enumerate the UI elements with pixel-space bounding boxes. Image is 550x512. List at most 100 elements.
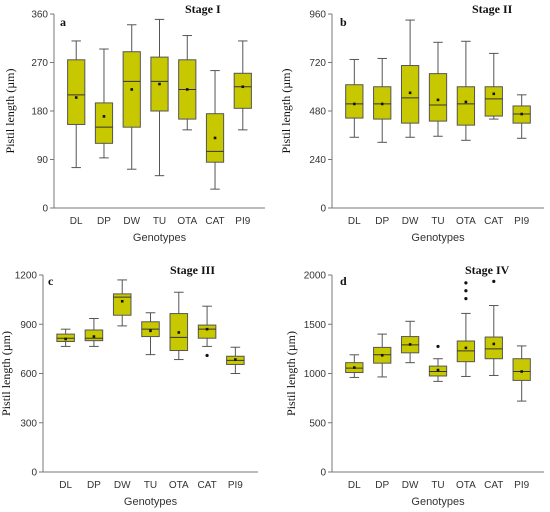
mean-marker [380,353,384,357]
panel-letter: d [340,274,347,288]
x-axis-label: Genotypes [411,496,465,508]
box-cat [205,70,225,190]
y-tick-label: 960 [309,10,326,21]
mean-marker [520,112,523,116]
mean-marker [177,331,181,334]
y-tick-label: 240 [309,155,326,166]
box-dl [56,328,75,347]
x-tick-label: DP [97,216,111,227]
outlier-point [492,279,496,284]
box-pi9 [233,40,252,131]
y-axis-label: Pistil length (µm) [3,69,17,154]
y-tick-label: 0 [320,204,326,215]
mean-marker [353,366,356,369]
y-tick-label: 1000 [304,369,327,380]
iqr-box [400,65,420,124]
y-tick-label: 1500 [304,320,327,331]
mean-marker [408,343,412,346]
x-tick-label: CAT [484,216,503,227]
mean-marker [64,337,67,341]
panel-letter: a [60,15,66,29]
box-dw [122,24,141,170]
box-dl [345,58,364,138]
mean-marker [130,88,134,91]
box-dp [373,57,392,143]
iqr-box [456,86,476,126]
outlier-point [464,297,468,301]
y-tick-label: 270 [31,58,48,69]
x-tick-label: CAT [197,480,216,491]
iqr-box [94,102,114,144]
iqr-box [112,293,132,316]
box-dw [112,279,132,327]
box-tu [428,344,448,382]
iqr-box [345,84,364,119]
x-tick-label: TU [144,480,157,491]
box-ota [169,291,189,361]
mean-marker [213,136,217,140]
x-tick-label: OTA [456,480,476,491]
y-axis-label: Pistil length (µm) [0,331,13,416]
y-tick-label: 480 [309,107,326,118]
x-tick-label: DL [70,216,83,227]
box-pi9 [512,94,531,139]
y-axis-label: Pistil length (µm) [279,69,293,154]
mean-marker [102,115,106,118]
x-tick-label: DP [87,480,101,491]
x-tick-label: OTA [177,216,197,227]
y-tick-label: 2000 [304,271,327,282]
chart-title: Stage IV [465,263,510,277]
mean-marker [464,100,468,104]
box-cat [484,52,503,120]
x-tick-label: PI9 [514,216,529,227]
mean-marker [185,88,189,91]
box-ota [178,35,197,131]
box-pi9 [226,346,245,374]
iqr-box [484,86,503,117]
outlier-point [464,281,468,285]
x-tick-label: PI9 [235,216,250,227]
box-tu [141,312,160,356]
mean-marker [149,329,152,333]
chart-panel-a: 0 90 180 270 360 DL DP DW TU OTA CAT PI9 Genotypes Pi… [3,2,265,244]
mean-marker [436,98,440,102]
x-tick-label: TU [431,216,444,227]
chart-title: Stage II [472,2,513,16]
box-tu [428,41,448,137]
mean-marker [241,85,245,89]
y-tick-label: 0 [320,468,326,479]
box-dp [84,318,104,347]
iqr-box [67,59,86,125]
y-tick-label: 500 [309,418,326,429]
box-ota [456,281,476,377]
x-tick-label: TU [153,216,166,227]
outlier-point [205,353,209,358]
outlier-point [464,289,468,293]
x-axis-label: Genotypes [133,232,187,244]
y-tick-label: 0 [31,468,37,479]
mean-marker [92,335,96,338]
box-cat [197,305,217,358]
mean-marker [234,358,237,361]
y-tick-label: 1200 [15,271,38,282]
box-dl [345,354,364,378]
y-tick-label: 300 [20,418,37,429]
box-dw [400,19,420,138]
x-tick-label: DW [402,480,419,491]
iqr-box [233,72,252,109]
x-tick-label: DP [375,216,389,227]
mean-marker [120,299,124,303]
y-axis-label: Pistil length (µm) [284,331,298,416]
chart-panel-b: 0 240 480 720 960 DL DP DW TU OTA CAT PI9 Genotypes P… [279,2,544,244]
x-tick-label: DW [123,216,140,227]
x-tick-label: PI9 [228,480,243,491]
x-tick-label: DW [114,480,131,491]
x-tick-label: OTA [169,480,189,491]
box-pi9 [512,345,531,402]
iqr-box [197,324,217,339]
x-tick-label: DW [402,216,419,227]
mean-marker [380,102,384,106]
y-tick-label: 360 [31,10,48,21]
x-axis-label: Genotypes [124,496,178,508]
